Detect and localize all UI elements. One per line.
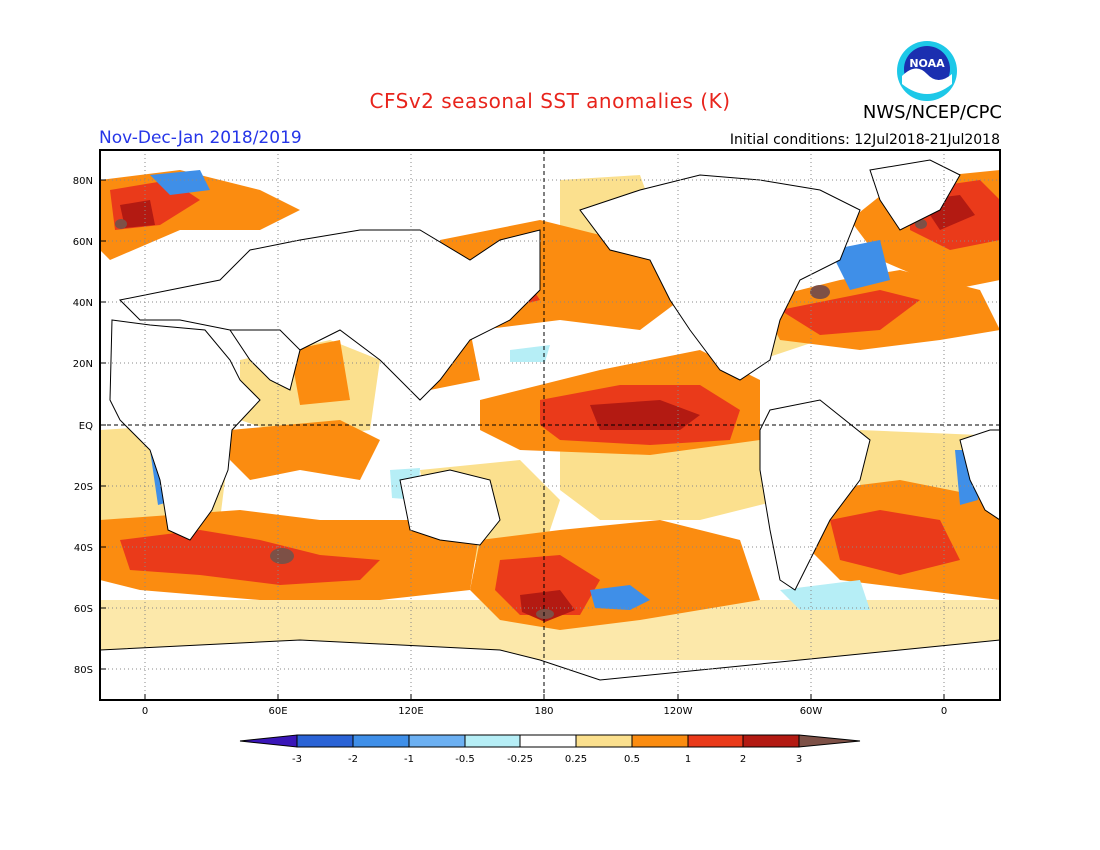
colorbar-arrow-high [798, 734, 861, 748]
colorbar-box [352, 734, 410, 748]
africa [109, 319, 261, 541]
colorbar-label: 0.25 [565, 754, 587, 765]
colorbar-box [575, 734, 633, 748]
lat-label: 40S [74, 543, 93, 554]
anomaly-above-3 [115, 219, 927, 619]
colorbar-box [296, 734, 354, 748]
antarctica [100, 639, 1000, 700]
initial-conditions: Initial conditions: 12Jul2018-21Jul2018 [729, 132, 1000, 148]
lat-ticks [100, 179, 106, 670]
colorbar [239, 734, 861, 748]
lat-label: 80S [74, 665, 93, 676]
africa-repeat [959, 429, 1000, 521]
lon-label: 120W [664, 706, 693, 717]
colorbar-label: 3 [796, 754, 802, 765]
greenland [869, 159, 961, 231]
arabia-india [229, 329, 301, 391]
colorbar-label: -2 [348, 754, 358, 765]
colorbar-box [742, 734, 800, 748]
lat-labels: 80N 60N 40N 20N EQ 20S 40S 60S 80S [73, 176, 93, 676]
lon-label: 180 [534, 706, 553, 717]
colorbar-box [464, 734, 521, 748]
lat-label: 20N [73, 359, 93, 370]
colorbar-label: 2 [740, 754, 746, 765]
forecast-period: Nov-Dec-Jan 2018/2019 [99, 128, 302, 148]
colorbar-label: 1 [685, 754, 691, 765]
colorbar-label: -0.5 [455, 754, 475, 765]
lat-label: 60N [73, 237, 93, 248]
south-america [759, 399, 871, 591]
lat-label: 80N [73, 176, 93, 187]
reference-lines [100, 150, 1000, 700]
lon-label: 60W [800, 706, 823, 717]
map-title: CFSv2 seasonal SST anomalies (K) [369, 89, 731, 113]
lon-label: 0 [142, 706, 148, 717]
lon-label: 120E [398, 706, 423, 717]
australia [399, 469, 501, 546]
colorbar-labels: -3 -2 -1 -0.5 -0.25 0.25 0.5 1 2 3 [292, 754, 802, 765]
colorbar-box [519, 734, 577, 748]
lat-label: 60S [74, 604, 93, 615]
colorbar-label: -1 [404, 754, 414, 765]
lon-ticks [144, 694, 945, 700]
colorbar-box [631, 734, 689, 748]
continents [100, 159, 1000, 700]
colorbar-label: -0.25 [507, 754, 533, 765]
north-america [579, 174, 861, 381]
lat-label: 20S [74, 482, 93, 493]
logo-text: NOAA [909, 57, 945, 70]
agency-label: NWS/NCEP/CPC [862, 102, 1002, 123]
colorbar-box [687, 734, 744, 748]
colorbar-label: 0.5 [624, 754, 640, 765]
lon-label: 0 [941, 706, 947, 717]
colorbar-arrow-low [239, 734, 298, 748]
noaa-logo: NOAA [897, 41, 957, 101]
colorbar-label: -3 [292, 754, 302, 765]
lon-labels: 0 60E 120E 180 120W 60W 0 [142, 706, 947, 717]
colorbar-box [408, 734, 466, 748]
anomaly-2-3 [120, 195, 975, 622]
lon-label: 60E [268, 706, 287, 717]
lat-label: 40N [73, 298, 93, 309]
lat-label: EQ [79, 421, 93, 432]
